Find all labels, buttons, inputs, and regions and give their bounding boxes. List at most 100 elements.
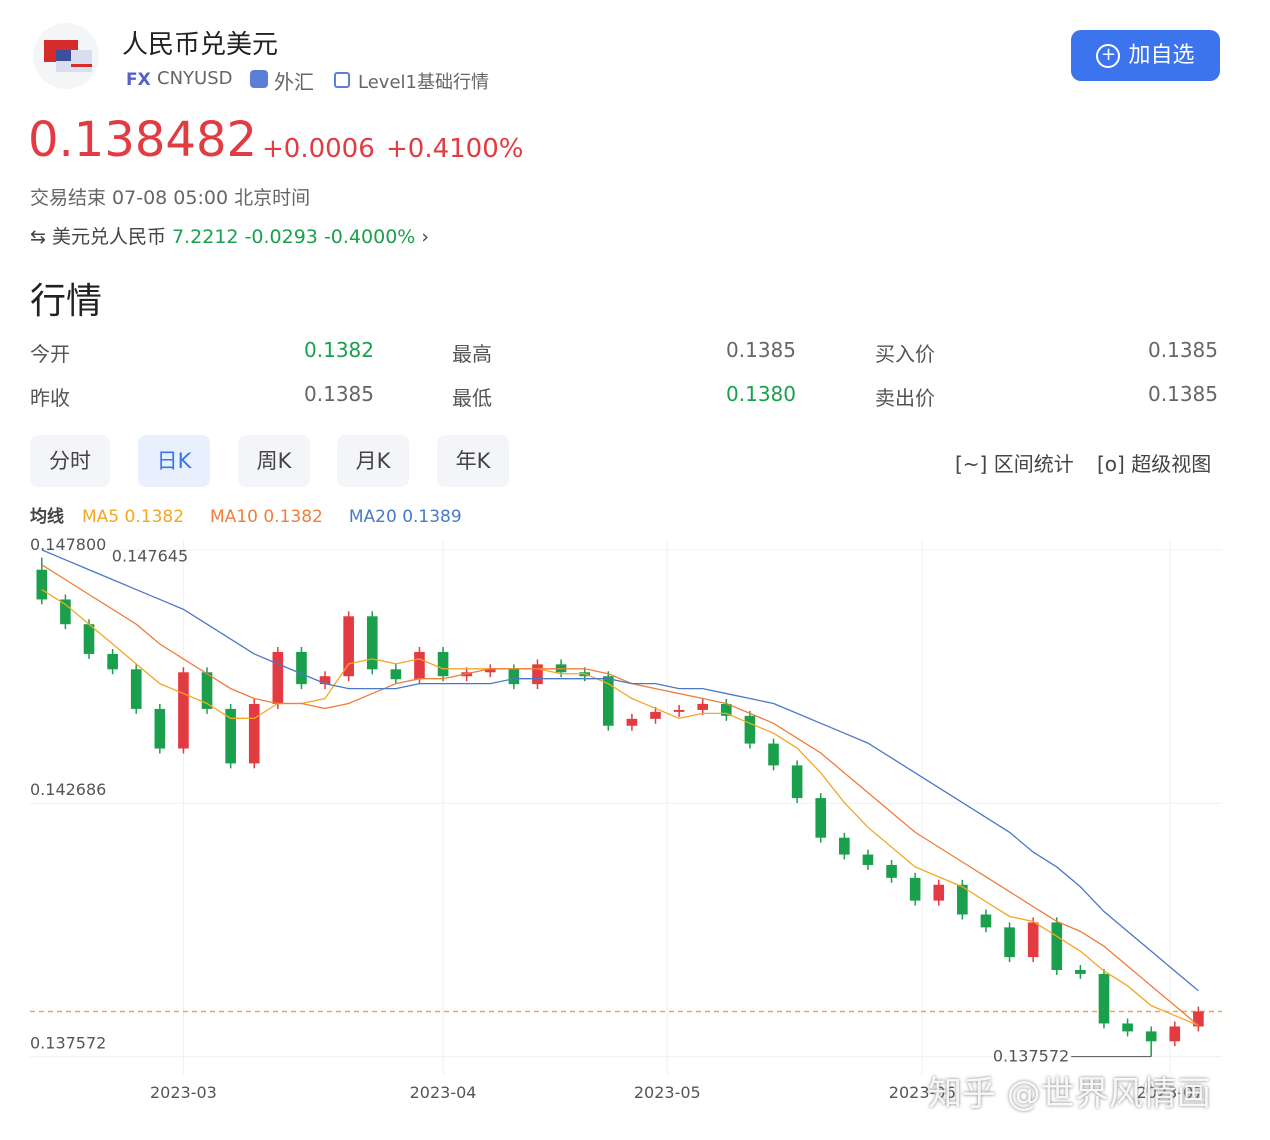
candle-body — [1169, 1026, 1181, 1042]
stat-value: 0.1382 — [304, 338, 374, 362]
x-tick-label: 2023-07 — [1137, 1083, 1204, 1102]
inverse-quote[interactable]: ⇆ 美元兑人民币 7.2212 -0.0293 -0.4000% › — [30, 226, 429, 248]
candle-body — [602, 676, 614, 726]
ma-line — [41, 588, 1199, 1027]
fx-badge: FX — [126, 70, 151, 90]
candle-body — [909, 877, 921, 901]
tab[interactable]: 年K — [437, 435, 509, 487]
tool-label: 超级视图 — [1131, 452, 1212, 476]
legend-name: MA10 — [210, 507, 258, 527]
legend-name: MA20 — [348, 507, 397, 527]
legend-value: 0.1382 — [263, 507, 323, 527]
candle-body — [130, 669, 142, 709]
inverse-pct: -0.4000% — [323, 226, 416, 248]
legend-item: MA10 0.1382 — [210, 507, 323, 527]
stat-label: 昨收 — [30, 386, 70, 410]
candle-body — [107, 653, 118, 670]
stat-label: 买入价 — [875, 342, 935, 366]
stat-value: 0.1385 — [1148, 382, 1218, 406]
symbol: CNYUSD — [157, 68, 233, 89]
candle-body — [1098, 973, 1110, 1024]
watermark: 知乎 @世界风情画 — [928, 1074, 1211, 1114]
inverse-change: -0.0293 — [244, 226, 318, 248]
x-tick-label: 2023-04 — [410, 1083, 477, 1102]
candle-body — [343, 616, 354, 677]
candle-body — [366, 616, 378, 670]
stat-label: 今开 — [30, 342, 70, 366]
stat-value: 0.1385 — [304, 382, 374, 406]
tab[interactable]: 月K — [337, 435, 409, 487]
candle-body — [225, 708, 236, 764]
legend-value: 0.1382 — [124, 507, 185, 527]
tab[interactable]: 日K — [138, 435, 210, 487]
section-title: 行情 — [30, 281, 103, 322]
stat-label: 最低 — [452, 386, 492, 410]
tool-super[interactable]: [o] 超级视图 — [1097, 452, 1212, 476]
tab[interactable]: 分时 — [30, 435, 110, 487]
candle-body — [390, 669, 402, 680]
candle-body — [1145, 1031, 1157, 1042]
candle-body — [248, 703, 260, 764]
level: Level1基础行情 — [358, 72, 489, 93]
candle-body — [957, 884, 968, 915]
candle-body — [484, 669, 496, 673]
candle-body — [178, 672, 189, 749]
ma-legend: 均线 MA5 0.1382 MA10 0.1382 MA20 0.1389 — [30, 502, 488, 527]
legend-item: MA5 0.1382 — [82, 507, 184, 527]
candle-body — [1193, 1011, 1204, 1027]
x-tick-label: 2023-03 — [150, 1083, 217, 1102]
status: 交易结束 07-08 05:00 北京时间 — [30, 187, 311, 209]
candle-body — [1004, 927, 1015, 958]
max-label: 0.147645 — [112, 547, 188, 566]
candle-body — [83, 624, 95, 654]
candle-body — [933, 884, 945, 901]
min-label: 0.137572 — [993, 1047, 1069, 1066]
ma-line — [41, 549, 1199, 992]
candle-body — [437, 651, 449, 677]
legend-item: MA20 0.1389 — [349, 507, 462, 527]
x-tick-label: 2023-06 — [889, 1083, 956, 1102]
legend-title: 均线 — [30, 507, 64, 527]
candle-body — [886, 864, 897, 878]
stat-value: 0.1385 — [1148, 338, 1218, 362]
candle-body — [1122, 1023, 1133, 1032]
candle-body — [508, 669, 520, 685]
inverse-label: 美元兑人民币 — [51, 226, 166, 248]
button-label: 加自选 — [1128, 43, 1195, 68]
candle-body — [272, 651, 284, 704]
stat-label: 卖出价 — [875, 386, 935, 410]
ma-line — [41, 564, 1199, 1026]
candle-body — [862, 854, 874, 865]
candle-body — [1075, 969, 1086, 974]
candle-body — [414, 651, 425, 680]
candle-body — [626, 718, 638, 726]
stat-value: 0.1385 — [726, 338, 796, 362]
candle-body — [201, 672, 213, 709]
flag-icon — [33, 23, 99, 89]
level-icon — [334, 72, 350, 88]
stat-value: 0.1380 — [726, 382, 796, 406]
candle-body — [296, 651, 307, 685]
candle-body — [791, 765, 803, 799]
tool-range[interactable]: [~] 区间统计 — [955, 452, 1074, 476]
add-watchlist-button[interactable]: + 加自选 — [1071, 30, 1220, 81]
candle-body — [697, 703, 709, 710]
candle-body — [673, 709, 685, 712]
candle-body — [650, 711, 661, 719]
candle-body — [980, 914, 992, 928]
y-tick-label: 0.147800 — [30, 535, 106, 554]
inverse-price: 7.2212 — [172, 226, 239, 248]
candle-body — [532, 664, 543, 685]
candle-body — [839, 837, 850, 855]
candle-body — [1051, 922, 1063, 970]
candle-body — [815, 798, 827, 838]
legend-name: MA5 — [82, 507, 120, 527]
candle-body — [768, 743, 779, 766]
y-tick-label: 0.142686 — [30, 780, 106, 799]
candle-body — [154, 708, 166, 749]
tab[interactable]: 周K — [238, 435, 310, 487]
market-icon — [250, 70, 268, 88]
y-tick-label: 0.137572 — [30, 1034, 106, 1053]
